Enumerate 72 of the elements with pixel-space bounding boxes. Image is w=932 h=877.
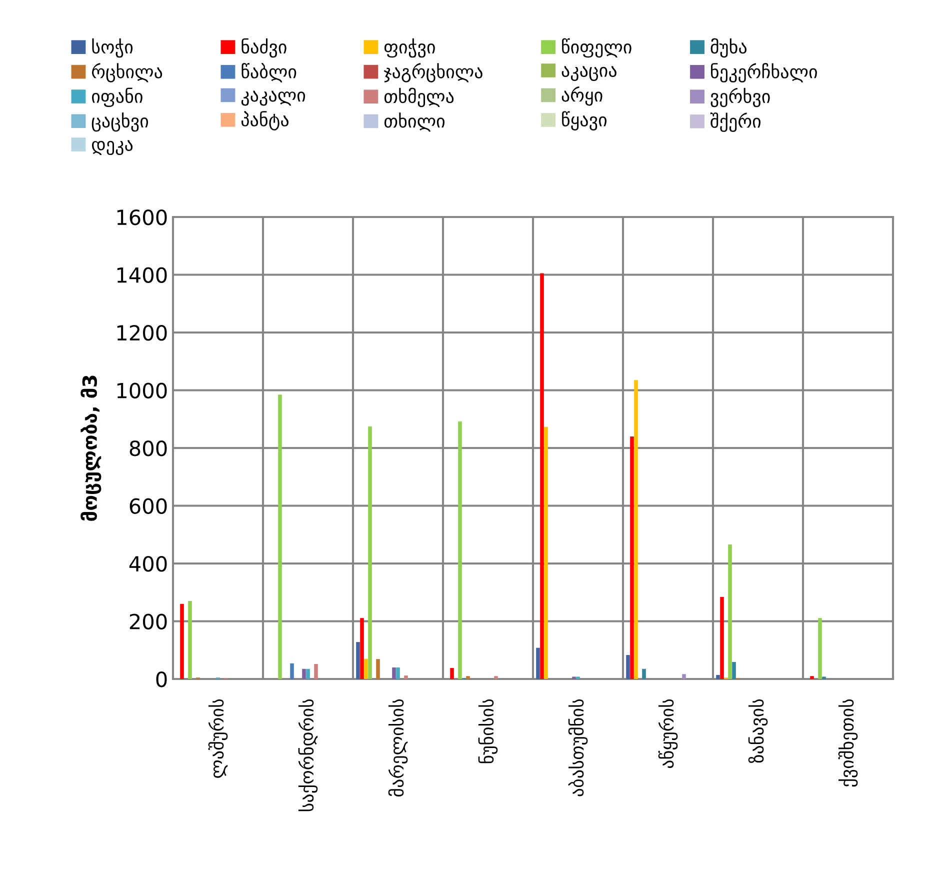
y-axis-title: მოცულობა, მ3 <box>80 376 102 521</box>
bar <box>540 273 544 679</box>
bar <box>630 436 634 679</box>
bar <box>682 674 686 679</box>
bar <box>544 426 548 679</box>
bar <box>356 642 360 679</box>
bar <box>188 601 192 679</box>
legend-label: რცხილა <box>92 63 162 82</box>
legend-label: ნეკერჩხალი <box>711 63 817 82</box>
legend-label: ჯაგრცხილა <box>384 63 482 82</box>
bar <box>404 676 408 679</box>
legend-label: ფიჭვი <box>384 38 435 58</box>
legend-label: პანტა <box>241 111 288 130</box>
legend-label: მუხა <box>710 38 746 58</box>
bar <box>716 674 720 679</box>
x-tick-label: ნუნისის <box>478 699 498 764</box>
bar <box>626 655 630 679</box>
y-tick-label: 400 <box>129 556 167 572</box>
bar <box>810 676 814 679</box>
bar <box>368 426 372 679</box>
bar <box>732 662 736 679</box>
legend-label: წაბლი <box>242 63 296 82</box>
legend-label: არყი <box>562 86 602 106</box>
x-tick-label: ლაშურის <box>208 699 228 778</box>
bar <box>536 648 540 679</box>
x-tick-label: აწყურის <box>658 699 678 768</box>
legend-label: წიფელი <box>562 38 632 58</box>
bar <box>314 664 318 679</box>
bar <box>494 676 498 679</box>
bar <box>396 667 400 679</box>
bar <box>278 394 282 679</box>
legend-label: დეკა <box>92 140 133 156</box>
x-tick-label: ქვიშხეთის <box>838 699 858 787</box>
bar <box>458 421 462 679</box>
x-tick-label: აბასთუმნის <box>568 699 588 796</box>
bar <box>302 668 306 679</box>
bar <box>720 596 724 679</box>
legend-label: წყავი <box>562 111 607 131</box>
bar <box>364 658 368 679</box>
bar <box>466 676 470 679</box>
bar <box>376 659 380 679</box>
bar <box>180 604 184 679</box>
bar <box>818 618 822 679</box>
legend-label: თხილი <box>384 112 444 132</box>
legend-label: შქერი <box>710 112 760 132</box>
bar <box>360 618 364 679</box>
y-tick-label: 200 <box>130 614 167 630</box>
y-tick-label: 1400 <box>117 267 167 283</box>
y-tick-label: 600 <box>130 498 167 514</box>
y-tick-label: 1600 <box>117 209 167 226</box>
legend-label: ვერხვი <box>710 88 770 108</box>
y-tick-label: 1000 <box>117 382 167 398</box>
bar <box>306 668 310 679</box>
legend-label: ცაცხვი <box>92 112 148 132</box>
legend-label: კაკალი <box>241 90 306 106</box>
bar <box>642 668 646 679</box>
y-tick-label: 1200 <box>117 324 167 341</box>
bar <box>392 667 396 679</box>
bar <box>728 544 732 679</box>
y-tick-label: 800 <box>130 440 167 456</box>
x-tick-label: ზანავის <box>748 699 768 763</box>
legend-label: ნაძვი <box>242 38 286 58</box>
legend-label: სოჭი <box>92 38 133 58</box>
bar <box>634 380 638 679</box>
x-tick-label: საქორნდრის <box>298 699 318 812</box>
y-tick-label: 0 <box>156 671 167 688</box>
legend-label: აკაცია <box>562 66 616 82</box>
bar <box>290 663 294 679</box>
x-tick-label: მარელისის <box>388 699 408 796</box>
legend-label: იფანი <box>92 88 142 108</box>
bar <box>450 668 454 679</box>
legend-label: თხმელა <box>384 88 454 108</box>
